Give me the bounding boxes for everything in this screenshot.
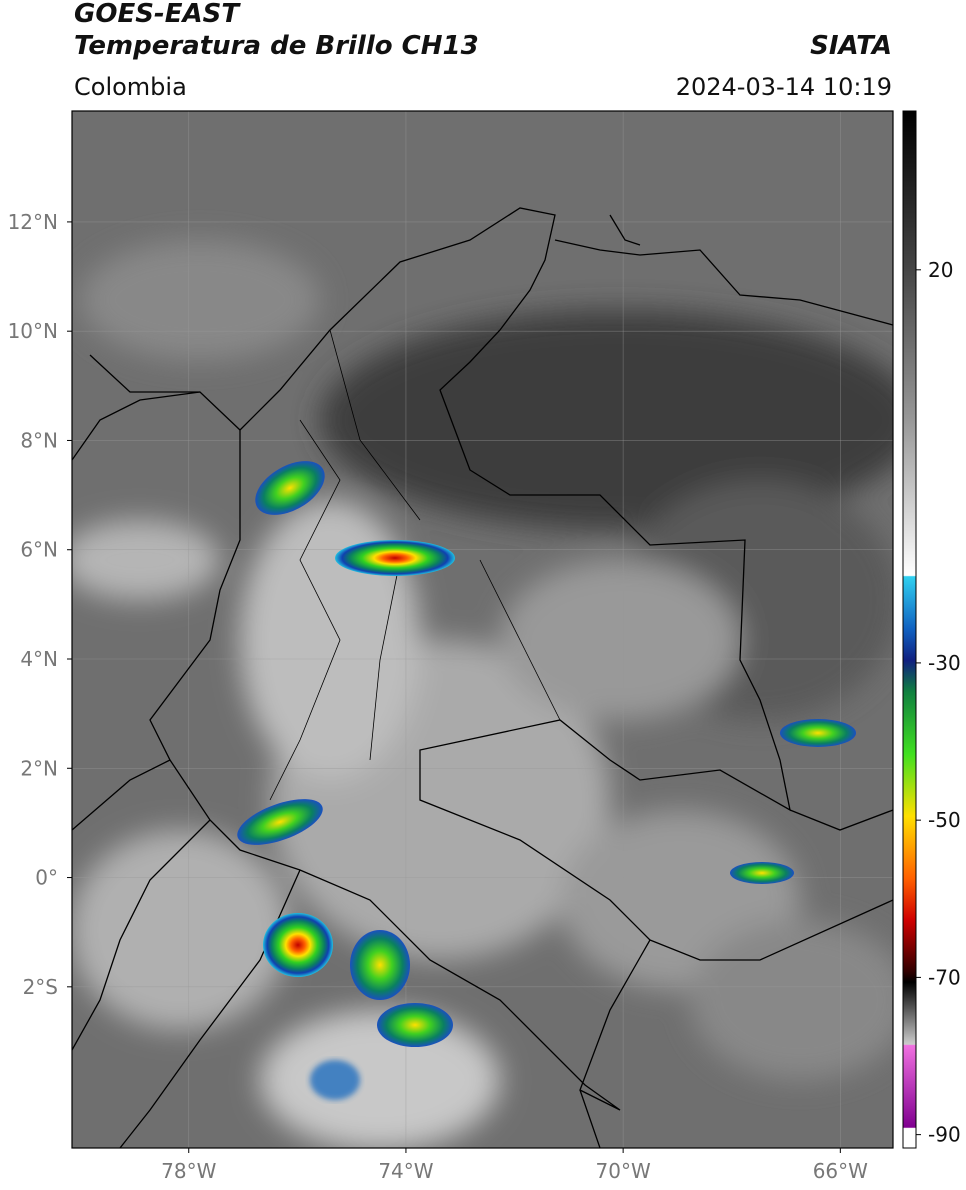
x-tick-label: 70°W [596, 1159, 651, 1183]
region: Colombia [74, 73, 187, 101]
colorbar [902, 110, 917, 1149]
source: SIATA [810, 31, 892, 61]
y-tick-label: 8°N [20, 428, 58, 452]
x-tick-label: 66°W [813, 1159, 868, 1183]
colorbar-tick-label: 20 [928, 258, 953, 282]
tick-labels: 78°W 74°W 70°W 66°W 12°N 10°N 8°N 6°N 4°N 2°N 0° 2°… [8, 210, 961, 1183]
map-image [72, 111, 893, 1148]
y-tick-label: 2°S [23, 975, 58, 999]
y-tick-label: 2°N [20, 756, 58, 780]
colorbar-tick-label: -50 [928, 808, 961, 832]
y-tick-label: 10°N [8, 319, 58, 343]
y-tick-label: 0° [35, 866, 58, 890]
convective-cells [237, 461, 856, 1100]
borders [72, 207, 893, 1148]
y-tick-label: 4°N [20, 647, 58, 671]
y-tick-label: 6°N [20, 538, 58, 562]
colorbar-tick-label: -30 [928, 651, 961, 675]
x-tick-label: 74°W [378, 1159, 433, 1183]
colorbar-tick-label: -90 [928, 1123, 961, 1147]
timestamp: 2024-03-14 10:19 [676, 73, 892, 101]
y-tick-label: 12°N [8, 210, 58, 234]
product: Temperatura de Brillo CH13 [74, 31, 479, 61]
map-frame [71, 110, 894, 1149]
colorbar-tick-label: -70 [928, 965, 961, 989]
satellite: GOES-EAST [74, 0, 241, 29]
x-tick-label: 78°W [161, 1159, 216, 1183]
grid [72, 111, 893, 1148]
